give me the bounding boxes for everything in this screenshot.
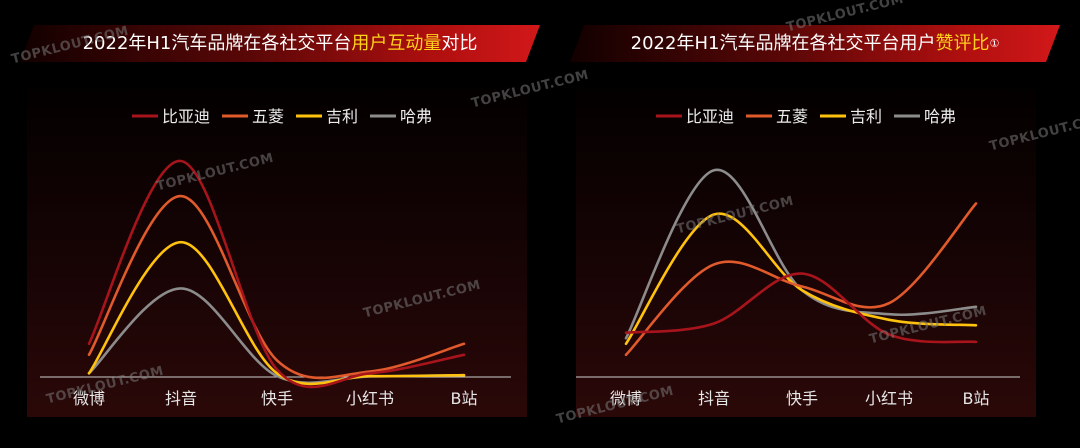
x-tick-label: 微博 — [73, 389, 105, 408]
series-line-3 — [624, 212, 978, 346]
title-suffix: 对比 — [441, 33, 478, 54]
x-tick-label: 抖音 — [165, 389, 197, 408]
x-tick-label: 快手 — [786, 389, 818, 408]
x-tick-label: 小红书 — [865, 389, 913, 408]
series-line-1 — [624, 272, 978, 344]
legend-label: 哈弗 — [924, 107, 956, 126]
title-prefix: 2022年H1汽车品牌在各社交平台 — [82, 33, 352, 54]
series-line-1 — [87, 159, 466, 389]
title-footnote-mark: ① — [989, 37, 1000, 50]
legend-label: 比亚迪 — [686, 107, 734, 126]
legend-label: 哈弗 — [400, 107, 432, 126]
chart-panel-right: 微博 抖音 快手 小红书 B站 比亚迪 五菱 吉利 哈弗 — [576, 87, 1036, 417]
x-tick-label: B站 — [451, 389, 478, 408]
legend-label: 五菱 — [252, 107, 284, 126]
series-line-2 — [624, 202, 978, 357]
chart-panel-left: 微博 抖音 快手 小红书 B站 比亚迪 五菱 吉利 哈弗 — [27, 87, 527, 417]
series-line-4 — [624, 168, 978, 340]
legend-label: 比亚迪 — [162, 107, 210, 126]
x-tick-label: 微博 — [610, 389, 642, 408]
chart-left-svg: 微博 抖音 快手 小红书 B站 比亚迪 五菱 吉利 哈弗 — [40, 107, 511, 408]
title-highlight: 赞评比 — [935, 33, 990, 54]
title-prefix: 2022年H1汽车品牌在各社交平台用户 — [630, 33, 936, 54]
legend-label: 吉利 — [326, 107, 358, 126]
title-highlight: 用户互动量 — [351, 33, 442, 54]
x-tick-label: 快手 — [261, 389, 293, 408]
chart-title-left: 2022年H1汽车品牌在各社交平台用户互动量对比 — [20, 25, 540, 62]
series-line-3 — [87, 240, 466, 386]
legend-label: 吉利 — [850, 107, 882, 126]
chart-title-right: 2022年H1汽车品牌在各社交平台用户赞评比① — [570, 25, 1060, 62]
series-line-2 — [87, 194, 466, 380]
chart-right-svg: 微博 抖音 快手 小红书 B站 比亚迪 五菱 吉利 哈弗 — [576, 107, 1020, 408]
x-tick-label: 抖音 — [698, 389, 730, 408]
legend-label: 五菱 — [776, 107, 808, 126]
x-tick-label: B站 — [963, 389, 990, 408]
x-tick-label: 小红书 — [346, 389, 394, 408]
